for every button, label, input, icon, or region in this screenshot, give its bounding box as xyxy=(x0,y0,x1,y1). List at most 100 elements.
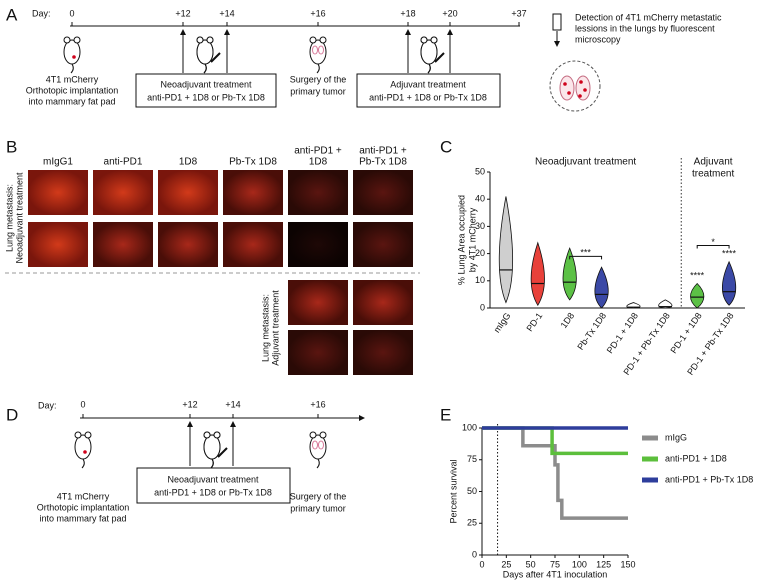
metastasis xyxy=(583,88,587,92)
label: Lung metastasis: xyxy=(4,184,14,252)
syringe xyxy=(217,447,228,458)
box xyxy=(136,467,291,504)
mouse-tail xyxy=(210,458,214,469)
label: mIgG xyxy=(665,432,687,442)
label: Day: xyxy=(38,400,57,410)
mouse-icon xyxy=(196,36,221,74)
label: by 4T1 mCherry xyxy=(467,207,477,272)
label: Adjuvant treatment xyxy=(390,79,466,89)
label: 10 xyxy=(475,275,485,285)
label: Pb-Tx 1D8 xyxy=(359,157,407,168)
metastasis xyxy=(579,80,583,84)
label: *** xyxy=(580,248,591,258)
label: Pb-Tx 1D8 xyxy=(575,311,608,352)
mouse-body xyxy=(74,434,92,460)
label: B xyxy=(6,137,17,156)
label: +14 xyxy=(219,8,234,18)
micrograph xyxy=(288,330,348,375)
mouse-icon xyxy=(420,36,445,74)
label: Adjuvant xyxy=(694,157,733,168)
label: Lung metastasis: xyxy=(260,294,270,362)
label: Day: xyxy=(32,8,51,18)
label: 0 xyxy=(472,549,477,559)
mouse-tail xyxy=(81,458,85,469)
label: Adjuvant treatment xyxy=(270,290,280,366)
mouse-body xyxy=(196,39,214,65)
violin xyxy=(498,196,513,304)
label: anti-PD1 + xyxy=(294,146,342,157)
label: 0 xyxy=(80,399,85,409)
label: +20 xyxy=(442,8,457,18)
tumor xyxy=(83,450,87,454)
label: +12 xyxy=(175,8,190,18)
label: Neoadjuvant treatment xyxy=(160,79,252,89)
mouse-ear xyxy=(73,36,81,44)
syringe xyxy=(434,52,445,63)
label: +16 xyxy=(310,399,325,409)
label: 50 xyxy=(467,486,477,496)
mouse-icon xyxy=(309,431,327,469)
mouse-icon xyxy=(203,431,228,469)
label: into mammary fat pad xyxy=(28,96,115,106)
metastasis xyxy=(578,94,582,98)
label: Neoadjuvant treatment xyxy=(14,172,24,264)
micrograph xyxy=(353,330,413,375)
lung xyxy=(312,440,318,450)
mouse-ear xyxy=(430,36,438,44)
label: 25 xyxy=(501,559,511,569)
label: 50 xyxy=(526,559,536,569)
label: 75 xyxy=(550,559,560,569)
micrograph xyxy=(353,170,413,215)
label: 30 xyxy=(475,221,485,231)
violin xyxy=(530,241,545,307)
mouse-body xyxy=(203,434,221,460)
label: 0 xyxy=(480,302,485,312)
mouse-tail xyxy=(70,63,74,74)
micrograph xyxy=(28,222,88,267)
mouse-ear xyxy=(203,431,211,439)
violin xyxy=(658,299,673,309)
lung xyxy=(575,75,591,101)
label: anti-PD1 xyxy=(104,157,143,168)
violin xyxy=(690,282,705,309)
lung xyxy=(318,440,324,450)
label: PD-1 xyxy=(524,311,544,334)
micrograph xyxy=(353,280,413,325)
label: PD-1 + 1D8 xyxy=(668,311,703,355)
label: +18 xyxy=(400,8,415,18)
label: Orthotopic implantation xyxy=(26,85,119,95)
label: microscopy xyxy=(575,34,621,44)
label: lessions in the lungs by fluorescent xyxy=(575,23,715,33)
label: +16 xyxy=(310,8,325,18)
mouse-ear xyxy=(420,36,428,44)
label: 50 xyxy=(475,166,485,176)
label: 100 xyxy=(462,422,477,432)
box xyxy=(356,73,501,108)
label: **** xyxy=(722,249,737,259)
mouse-ear xyxy=(319,36,327,44)
bracket xyxy=(569,255,603,260)
label: +14 xyxy=(225,399,240,409)
mouse-ear xyxy=(84,431,92,439)
micrograph xyxy=(288,170,348,215)
label: Days after 4T1 inoculation xyxy=(503,569,608,579)
micrograph xyxy=(223,170,283,215)
label: anti-PD1 + xyxy=(359,146,407,157)
label: +37 xyxy=(511,8,526,18)
label: 1D8 xyxy=(559,311,577,330)
survival-line xyxy=(482,426,628,520)
label: Neoadjuvant treatment xyxy=(535,157,636,168)
bracket xyxy=(696,244,730,249)
micrograph xyxy=(93,170,153,215)
label: into mammary fat pad xyxy=(39,513,126,523)
label: 20 xyxy=(475,248,485,258)
label: Surgery of the xyxy=(290,491,347,501)
mouse-ear xyxy=(63,36,71,44)
label: Orthotopic implantation xyxy=(37,502,130,512)
label: Neoadjuvant treatment xyxy=(167,474,259,484)
mouse-tail xyxy=(316,458,320,469)
mouse-icon xyxy=(74,431,92,469)
label: 0 xyxy=(69,8,74,18)
label: Surgery of the xyxy=(290,74,347,84)
